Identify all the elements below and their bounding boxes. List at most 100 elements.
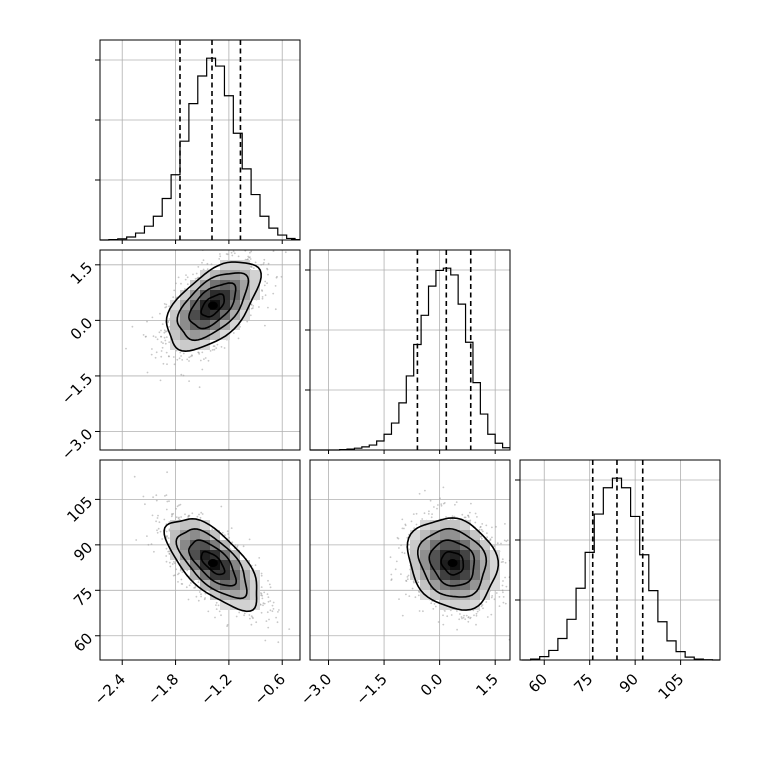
scatter-point [159,379,162,382]
scatter-point [238,611,241,614]
scatter-point [151,514,154,517]
scatter-point [474,521,477,524]
scatter-point [461,617,463,620]
scatter-point [249,314,252,317]
scatter-point [184,278,187,281]
scatter-point [422,610,424,613]
density-cell [220,280,230,290]
scatter-point [191,512,194,515]
density-cell [170,330,180,340]
scatter-point [501,558,504,561]
scatter-point [485,601,488,603]
density-cell [180,340,190,350]
scatter-point [215,347,218,349]
scatter-point [180,373,183,376]
density-cell [210,280,220,290]
density-cell [480,560,490,570]
density-cell [410,570,420,580]
scatter-point [165,494,168,496]
xtick-label-2-0: 60 [525,670,551,696]
scatter-point [168,500,170,503]
scatter-point [463,516,466,519]
scatter-panel-0-1: −3.0 −1.5 0.0 1.5 [58,249,301,464]
scatter-point [421,518,424,520]
scatter-point [467,516,470,518]
ytick-label-2-1: 75 [70,584,96,610]
xtick-label-2-1: 75 [570,670,596,696]
scatter-point [158,521,161,524]
scatter-point [162,362,165,365]
scatter-point [237,255,240,258]
density-cell [250,270,260,280]
density-cell [240,570,250,580]
scatter-point [173,561,175,563]
scatter-point [493,598,496,601]
scatter-point [211,528,214,531]
scatter-point [168,561,171,564]
scatter-point [219,255,222,258]
scatter-point [192,579,195,582]
scatter-point [254,564,257,567]
scatter-point [209,350,212,352]
scatter-point [155,494,158,497]
density-cell [210,270,220,280]
xtick-label-2-2: 90 [616,670,642,696]
scatter-point [394,568,397,571]
scatter-point [179,351,182,354]
density-cell [450,550,460,560]
scatter-point [274,285,277,287]
scatter-point [458,618,461,621]
scatter-point [227,533,230,535]
scatter-point [175,507,178,510]
scatter-point [411,587,414,590]
scatter-point [223,347,226,349]
scatter-point [429,499,432,502]
scatter-point [442,614,444,617]
ytick-label-2-2: 90 [70,538,96,564]
scatter-point [252,305,255,307]
scatter-point [193,587,196,589]
scatter-point [159,530,162,533]
scatter-point [475,614,478,617]
scatter-point [230,527,233,529]
density-cell [440,580,450,590]
scatter-point [178,504,180,507]
scatter-point [465,614,468,617]
scatter-point [230,251,233,254]
scatter-point [198,591,201,593]
scatter-point [496,542,499,545]
contour-1-2-1 [428,539,476,587]
scatter-point [236,545,239,548]
scatter-point [267,273,269,276]
density-cell [190,280,200,290]
scatter-point [401,614,404,617]
scatter-point [196,277,199,280]
density-cell [240,260,250,270]
scatter-point [125,347,127,350]
density-cell [240,300,250,310]
scatter-point [453,515,456,518]
scatter-point [191,354,193,357]
scatter-point [479,525,482,528]
panel-frame-1-2 [309,459,511,661]
scatter-point [178,357,181,360]
scatter-point [260,574,263,577]
scatter-point [467,620,470,623]
scatter-point [523,612,525,614]
density-cell [240,580,250,590]
scatter-point [495,525,497,528]
density-cell [480,540,490,550]
density-cell [410,530,420,540]
scatter-point [150,543,153,545]
density-cell [220,330,230,340]
density-cell [460,550,470,560]
scatter-point [400,573,402,575]
scatter-point [201,368,204,371]
scatter-point [180,355,183,357]
density-cell [250,580,260,590]
scatter-point [260,611,263,614]
scatter-point [412,513,415,515]
scatter-point [153,550,155,553]
scatter-point [250,266,253,268]
density-cell [440,560,450,570]
